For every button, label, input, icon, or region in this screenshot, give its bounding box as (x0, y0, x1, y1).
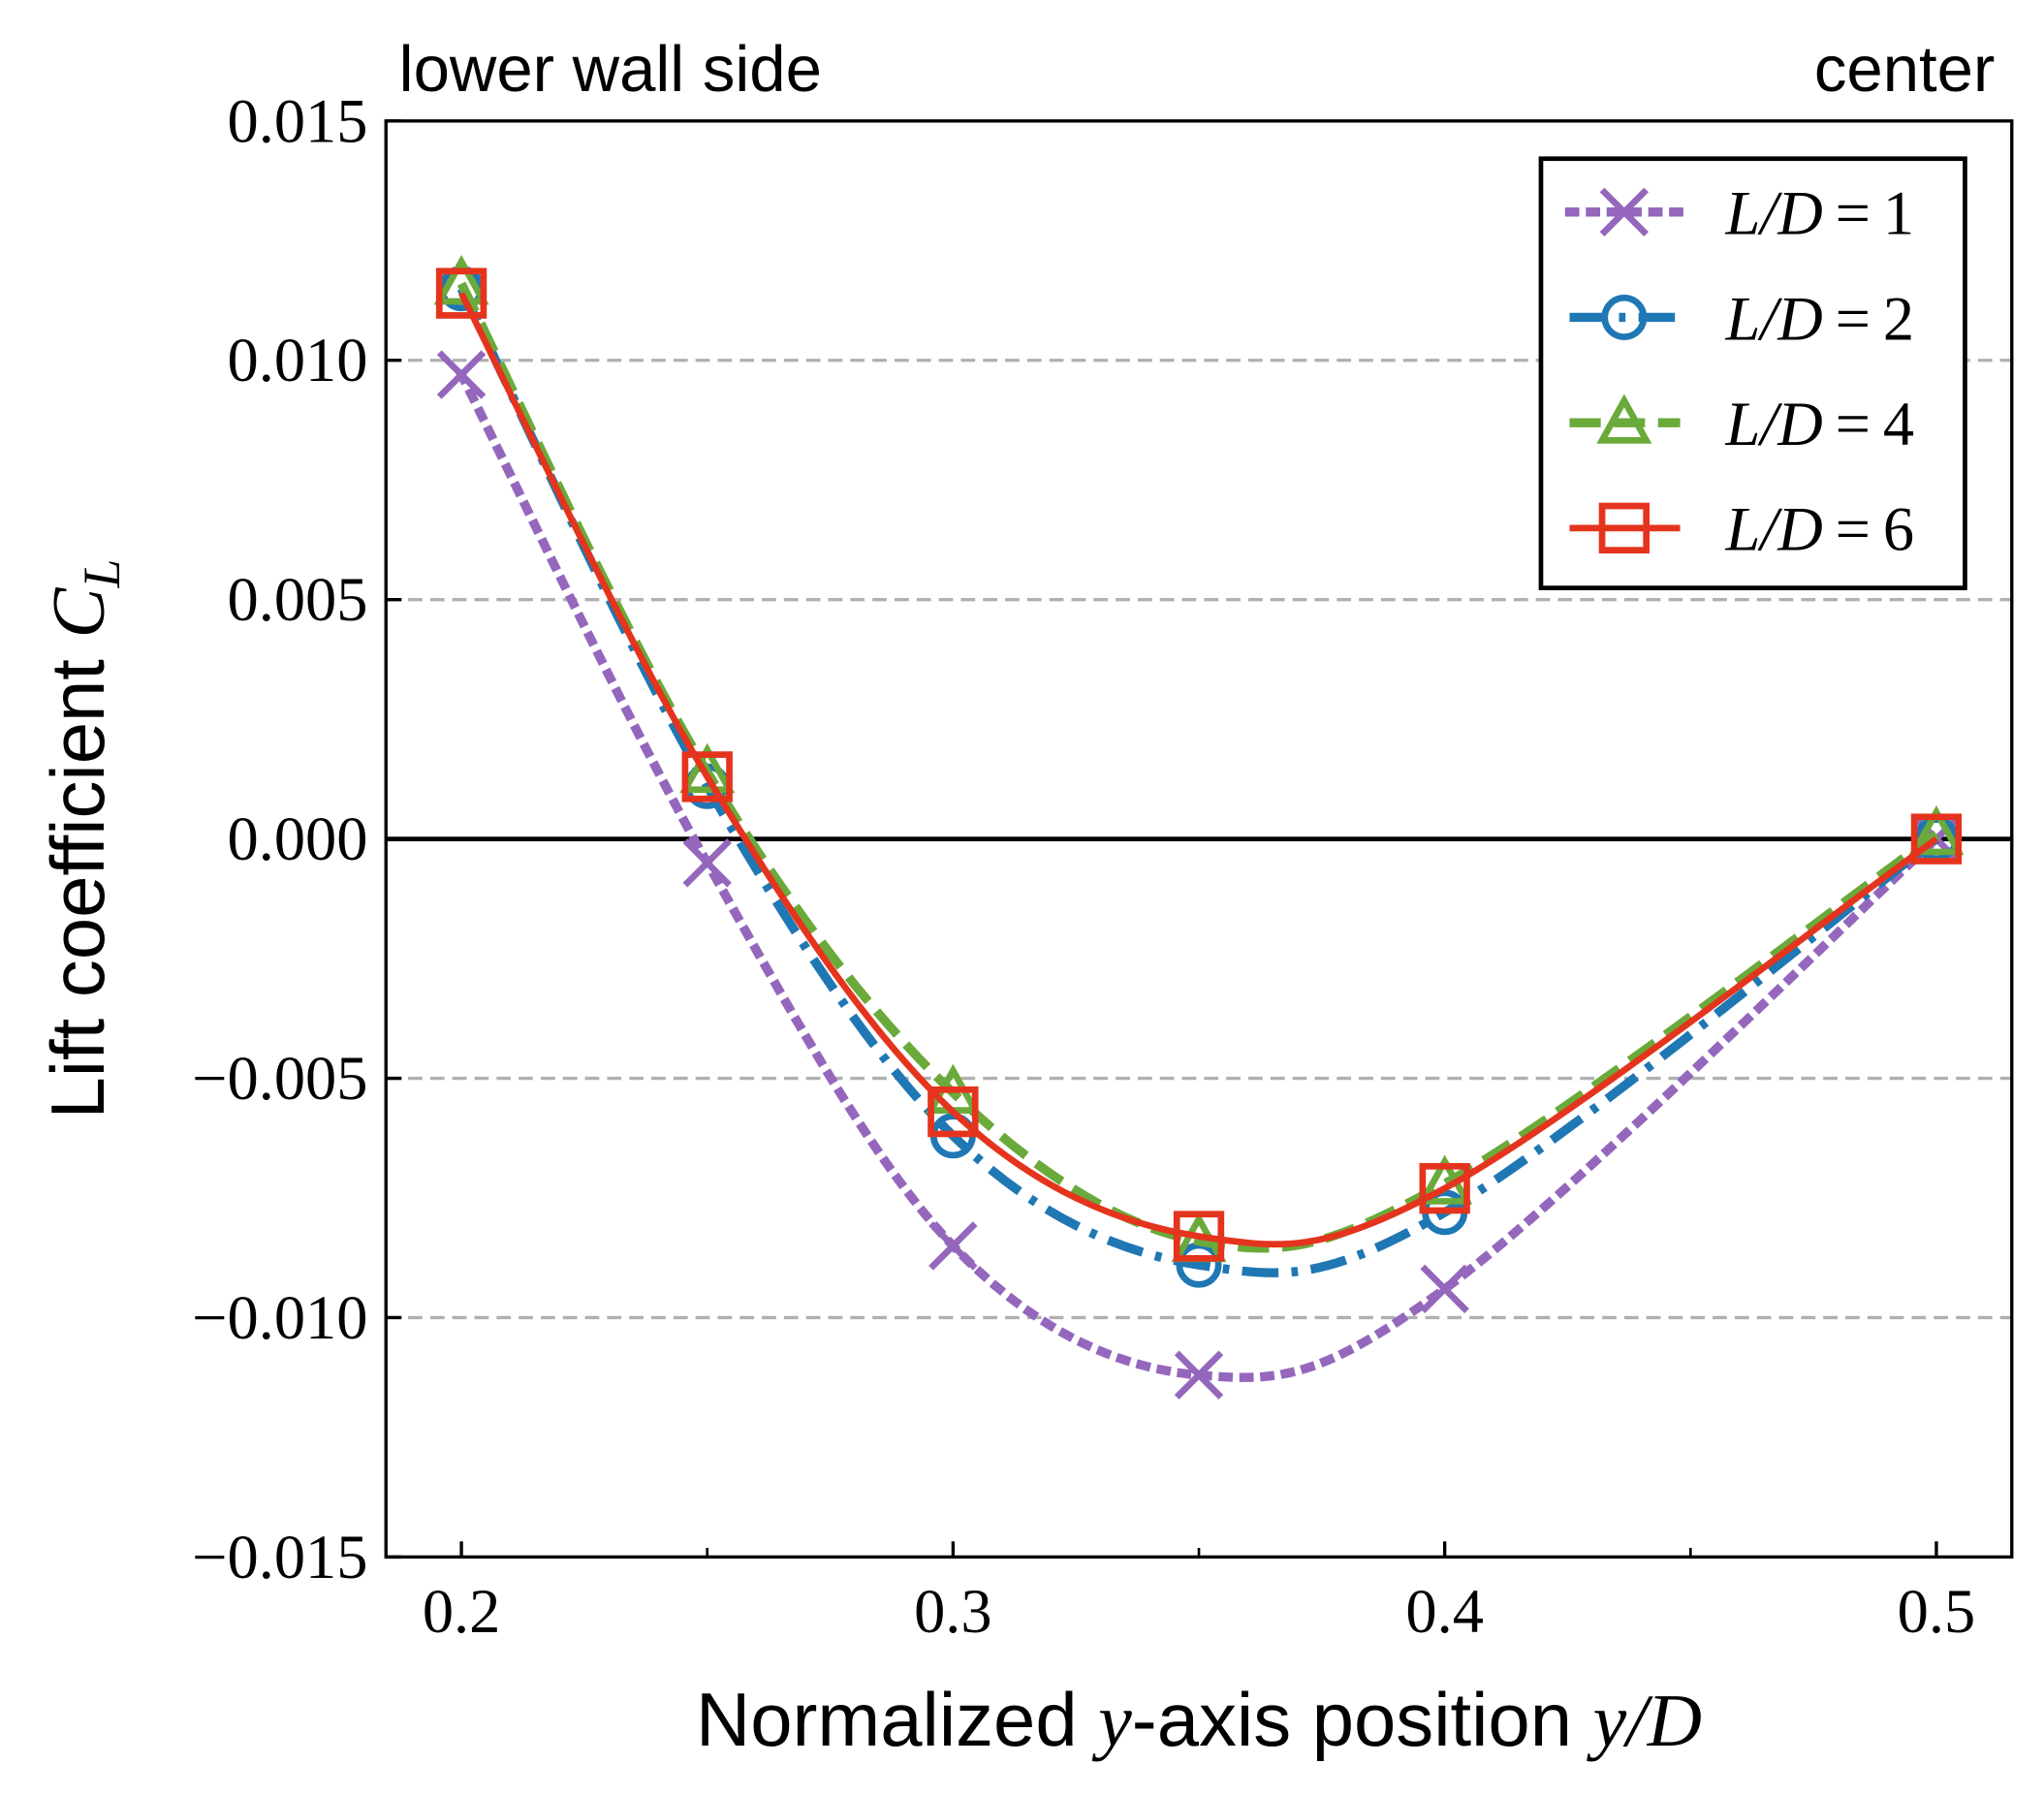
legend-item: L/D = 1 (1564, 179, 1915, 248)
data-point (928, 1086, 979, 1138)
y-tick-label: −0.005 (192, 1044, 367, 1113)
y-axis-label: Lift coefficient CL (37, 559, 131, 1119)
legend-marker (1599, 187, 1650, 236)
x-tick-label: 0.5 (1898, 1577, 1976, 1646)
x-axis-label: Normalized y-axis position y/D (696, 1679, 1702, 1762)
x-tick-label: 0.3 (914, 1577, 992, 1646)
legend-label: L/D = 6 (1725, 495, 1915, 564)
data-point (433, 255, 489, 305)
data-point (682, 838, 732, 888)
data-point (436, 350, 487, 399)
legend-marker (1596, 394, 1652, 444)
series-line (455, 368, 1943, 1382)
series-line (458, 292, 1938, 1248)
y-tick-label: 0.015 (228, 86, 368, 155)
y-tick-label: −0.015 (192, 1523, 367, 1591)
annotation-lower-wall-side: lower wall side (399, 33, 822, 106)
series-ld1 (436, 350, 1962, 1400)
y-tick-label: 0.010 (228, 326, 368, 394)
data-point (1174, 1350, 1224, 1400)
data-point (1420, 1264, 1469, 1314)
legend: L/D = 1 L/D = 2 L/D = 4 L/D = 6 (1538, 156, 1967, 590)
legend-item: L/D = 4 (1569, 390, 1914, 458)
data-point (1910, 813, 1963, 865)
data-point (1173, 1211, 1225, 1262)
y-tick-label: 0.000 (228, 804, 368, 873)
series-group (433, 255, 1965, 1400)
data-point (679, 742, 736, 794)
y-tick-label: 0.005 (228, 565, 368, 634)
legend-label: L/D = 1 (1725, 179, 1915, 248)
legend-item: L/D = 2 (1569, 284, 1914, 353)
axis-ticks: 0.015 0.010 0.005 0.000 −0.005 −0.010 −0.015 0.… (192, 86, 1975, 1646)
y-tick-label: −0.010 (192, 1283, 367, 1352)
legend-marker (1598, 502, 1651, 554)
legend-label: L/D = 4 (1725, 390, 1915, 458)
x-tick-label: 0.2 (423, 1577, 501, 1646)
annotation-center: center (1814, 33, 1995, 106)
data-point (928, 1221, 978, 1271)
x-tick-label: 0.4 (1405, 1577, 1484, 1646)
data-point (435, 268, 487, 319)
data-point (1908, 804, 1965, 856)
data-point (1419, 1162, 1470, 1214)
legend-item: L/D = 6 (1569, 495, 1914, 564)
legend-label: L/D = 2 (1725, 284, 1915, 353)
legend-marker (1601, 294, 1648, 340)
legend-box (1538, 156, 1967, 590)
series-ld6 (435, 268, 1963, 1262)
data-point (681, 751, 733, 803)
